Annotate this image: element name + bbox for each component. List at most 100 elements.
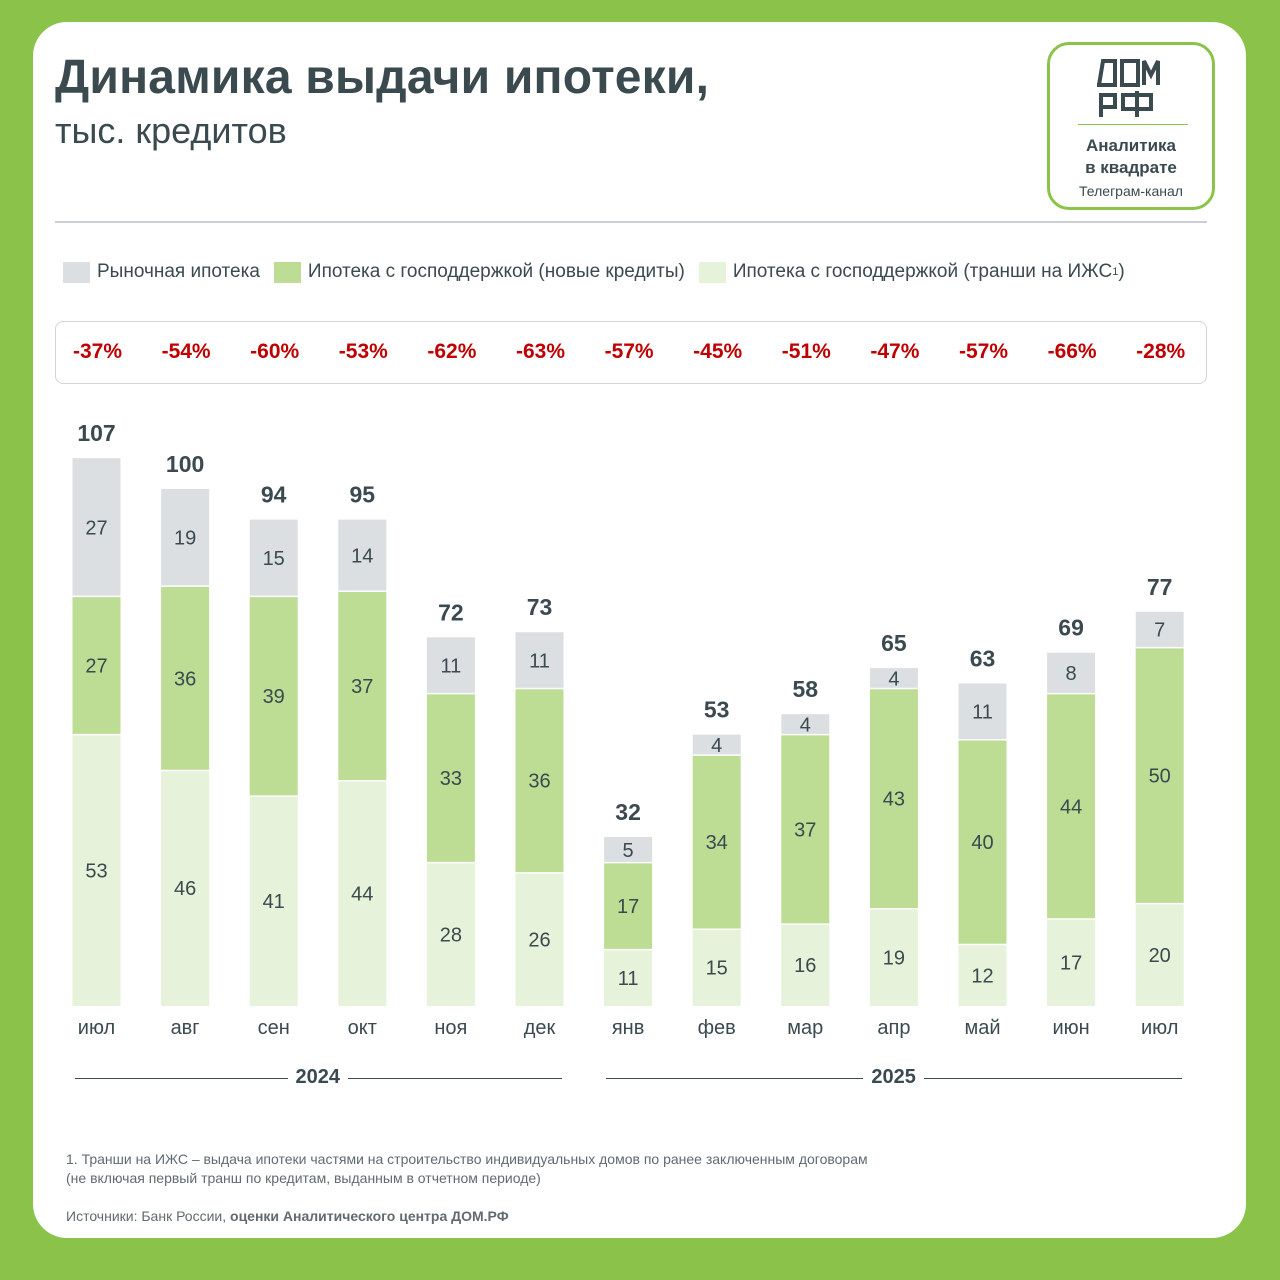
- segment-value-label: 17: [617, 896, 639, 918]
- segment-value-label: 15: [263, 548, 285, 570]
- bar-segment: [869, 688, 918, 909]
- segment-value-label: 50: [1149, 766, 1171, 788]
- x-tick-label: июл: [1141, 1017, 1178, 1039]
- x-tick-label: июл: [78, 1017, 115, 1039]
- bar-total-label: 100: [166, 451, 204, 477]
- bar-segment: [249, 596, 298, 797]
- segment-value-label: 44: [1060, 796, 1082, 818]
- bar-segment: [1047, 693, 1096, 919]
- bar-total-label: 65: [881, 630, 907, 656]
- bar-segment: [781, 924, 830, 1006]
- segment-value-label: 4: [800, 714, 811, 736]
- year-group-label: 2025: [863, 1066, 924, 1089]
- x-tick-label: июн: [1052, 1017, 1089, 1039]
- segment-value-label: 11: [441, 656, 462, 678]
- bar-segment: [426, 637, 475, 694]
- source-bold: оценки Аналитического центра ДОМ.РФ: [230, 1208, 509, 1224]
- yoy-change-value: -37%: [72, 340, 123, 363]
- bar-segment: [692, 929, 741, 1006]
- mortgage-bar-chart: 532727107июл463619100авг41391594сен44371…: [72, 420, 1184, 1039]
- legend-label: Рыночная ипотека: [97, 261, 260, 282]
- yoy-change-value: -57%: [604, 340, 654, 363]
- bar-segment: [249, 796, 298, 1006]
- segment-value-label: 39: [263, 686, 285, 708]
- segment-value-label: 36: [174, 668, 196, 690]
- segment-value-label: 53: [85, 860, 107, 882]
- bar-segment: [72, 596, 121, 735]
- segment-value-label: 14: [351, 545, 373, 567]
- segment-value-label: 20: [1149, 945, 1171, 967]
- yoy-change-value: -66%: [1047, 340, 1097, 363]
- bar-segment: [426, 862, 475, 1006]
- bar-total-label: 77: [1147, 574, 1173, 600]
- bar-segment: [604, 837, 653, 863]
- segment-value-label: 40: [971, 832, 993, 854]
- segment-value-label: 19: [174, 528, 196, 550]
- source-note: Источники: Банк России, оценки Аналитиче…: [66, 1208, 509, 1224]
- segment-value-label: 7: [1154, 620, 1165, 642]
- bar-total-label: 53: [704, 697, 730, 723]
- yoy-change-value: -63%: [515, 340, 566, 363]
- bar-segment: [692, 734, 741, 756]
- segment-value-label: 15: [706, 958, 728, 980]
- bar-segment: [692, 755, 741, 930]
- segment-value-label: 5: [623, 840, 634, 862]
- bar-segment: [1135, 611, 1184, 648]
- channel-badge[interactable]: Аналитика в квадрате Телеграм-канал: [1047, 42, 1215, 210]
- bar-total-label: 95: [350, 482, 376, 508]
- bar-total-label: 69: [1058, 615, 1084, 641]
- yoy-change-value: -45%: [693, 340, 743, 363]
- segment-value-label: 44: [351, 883, 373, 905]
- bar-total-label: 58: [793, 676, 819, 702]
- footnote-line: 1. Транши на ИЖС – выдача ипотеки частям…: [66, 1151, 868, 1167]
- bar-total-label: 94: [261, 482, 287, 508]
- bar-segment: [1135, 647, 1184, 904]
- bar-total-label: 72: [438, 599, 464, 625]
- segment-value-label: 4: [711, 735, 722, 757]
- x-tick-label: янв: [612, 1017, 645, 1039]
- infographic-card: Динамика выдачи ипотеки, тыс. кредитов А…: [33, 22, 1246, 1238]
- x-tick-label: окт: [348, 1017, 377, 1039]
- segment-value-label: 37: [794, 819, 816, 841]
- page-subtitle: тыс. кредитов: [55, 110, 287, 151]
- bar-total-label: 32: [615, 799, 641, 825]
- footnote-line: (не включая первый транш по кредитам, вы…: [66, 1170, 541, 1186]
- year-group-label: 2024: [287, 1066, 348, 1089]
- legend-item-subsidized-new: Ипотека с господдержкой (новые кредиты): [273, 261, 685, 283]
- x-tick-label: фев: [698, 1017, 736, 1039]
- bar-total-label: 63: [970, 645, 996, 671]
- segment-value-label: 11: [618, 968, 639, 990]
- bar-segment: [72, 734, 121, 1006]
- bar-segment: [958, 683, 1007, 740]
- segment-value-label: 28: [440, 924, 462, 946]
- bar-segment: [338, 780, 387, 1006]
- badge-title: Аналитика в квадрате: [1085, 136, 1177, 177]
- bar-segment: [958, 739, 1007, 945]
- legend-label: Ипотека с господдержкой (транши на ИЖС: [732, 261, 1113, 282]
- segment-value-label: 11: [529, 650, 550, 672]
- x-tick-label: сен: [258, 1017, 290, 1039]
- segment-value-label: 33: [440, 768, 462, 790]
- bar-segment: [338, 519, 387, 592]
- legend-swatch: [698, 261, 726, 283]
- bar-total-label: 73: [527, 594, 553, 620]
- bar-segment: [161, 586, 210, 771]
- yoy-change-value: -51%: [781, 340, 831, 363]
- bar-segment: [515, 872, 564, 1006]
- segment-value-label: 37: [351, 676, 373, 698]
- bar-segment: [604, 862, 653, 950]
- bar-segment: [869, 668, 918, 689]
- segment-value-label: 27: [85, 656, 107, 678]
- bar-segment: [1047, 652, 1096, 694]
- segment-value-label: 17: [1060, 952, 1082, 974]
- yoy-change-value: -62%: [427, 340, 477, 363]
- segment-value-label: 11: [972, 702, 993, 724]
- bar-segment: [781, 734, 830, 925]
- bar-segment: [515, 632, 564, 689]
- legend-swatch: [63, 261, 90, 283]
- badge-subtitle: Телеграм-канал: [1079, 183, 1183, 199]
- header-divider: [55, 221, 1207, 223]
- legend-item-market: Рыночная ипотека: [63, 261, 260, 283]
- bar-segment: [1135, 903, 1184, 1006]
- bar-segment: [515, 688, 564, 873]
